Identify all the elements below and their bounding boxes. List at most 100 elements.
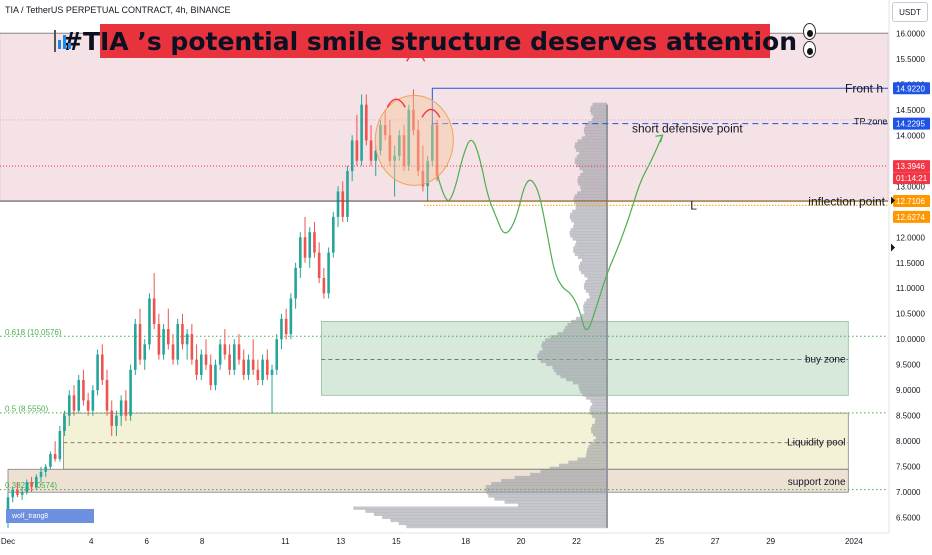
volume-bar <box>563 329 607 333</box>
volume-bar <box>590 108 607 113</box>
candle-body <box>261 359 264 381</box>
volume-bar <box>585 289 607 293</box>
volume-bar <box>575 203 607 207</box>
x-tick-label: 6 <box>144 537 149 546</box>
candle-body <box>303 237 307 258</box>
annotation-front-h: Front h <box>845 81 883 95</box>
candle <box>275 334 279 375</box>
candle <box>322 267 326 299</box>
y-tick-label: 13.0000 <box>896 182 925 191</box>
candle <box>294 262 297 309</box>
volume-bar <box>583 283 607 287</box>
candle-body <box>407 109 411 166</box>
candle <box>30 476 33 493</box>
candle-body <box>115 415 118 426</box>
volume-bar <box>591 111 607 116</box>
candle <box>341 181 345 222</box>
candle-body <box>162 329 165 355</box>
volume-bar <box>570 234 607 238</box>
candle <box>388 119 392 166</box>
y-tick-label: 7.5000 <box>896 463 921 472</box>
volume-bar <box>574 243 607 247</box>
x-tick-label: 18 <box>461 537 470 546</box>
candle-body <box>365 104 368 141</box>
candle <box>261 354 264 386</box>
volume-bar <box>539 350 607 354</box>
volume-bar <box>577 457 607 461</box>
candle-body <box>280 318 283 340</box>
price-tag-label: 14.2295 <box>896 120 925 129</box>
candle <box>313 221 316 258</box>
candle <box>407 104 411 171</box>
candle <box>369 125 373 166</box>
axis-marker <box>891 243 895 252</box>
candle-body <box>11 489 15 498</box>
x-tick-label: 2024 <box>845 537 863 546</box>
candle-body <box>412 109 415 131</box>
symbol-label[interactable]: TIA / TetherUS PERPETUAL CONTRACT, 4h, B… <box>5 5 231 15</box>
candle <box>20 487 24 500</box>
volume-bar <box>578 264 607 269</box>
volume-bar <box>579 166 607 171</box>
candle <box>303 216 307 263</box>
forecast-arrow-head <box>655 134 664 143</box>
volume-bar <box>576 240 607 244</box>
y-tick-label: 6.5000 <box>896 514 921 523</box>
candle-body <box>67 395 71 416</box>
price-tag <box>893 117 930 130</box>
candle-body <box>360 104 363 161</box>
y-tick-label: 10.5000 <box>896 310 925 319</box>
x-tick-label: 25 <box>655 537 664 546</box>
shoulder-arc <box>386 98 406 108</box>
price-tag-label: 12.7106 <box>896 197 925 206</box>
volume-bar <box>578 176 607 180</box>
candle <box>72 385 76 416</box>
volume-bar <box>570 212 607 217</box>
candle <box>327 247 330 299</box>
volume-bar <box>518 503 607 507</box>
volume-bar <box>571 319 607 324</box>
eyes-icon <box>801 23 816 59</box>
volume-bar <box>577 255 607 259</box>
x-tick-label: 11 <box>281 537 290 546</box>
candle-body <box>30 482 33 488</box>
volume-bar <box>541 344 607 348</box>
annotation-buy-zone: buy zone <box>805 355 846 366</box>
annotation-l: L <box>690 199 697 213</box>
volume-bar <box>573 246 607 250</box>
volume-bar <box>353 506 607 510</box>
title-banner: #TIA ’s potential smile structure deserv… <box>54 23 816 59</box>
volume-bar <box>574 160 607 165</box>
volume-bar <box>574 252 607 256</box>
candle-body <box>105 380 109 411</box>
axis-marker <box>891 196 895 205</box>
candle <box>91 385 95 416</box>
volume-bar <box>585 454 607 458</box>
candle-body <box>346 170 349 217</box>
volume-bar <box>571 218 607 223</box>
candle <box>251 339 255 375</box>
candle-body <box>247 359 250 375</box>
candle <box>133 318 137 375</box>
volume-bar <box>576 154 607 159</box>
volume-bar <box>542 341 607 345</box>
candle <box>218 339 222 370</box>
candle <box>426 155 429 202</box>
candle <box>299 232 302 279</box>
y-tick-label: 8.5000 <box>896 412 921 421</box>
price-tag-label: 12.6274 <box>896 213 925 222</box>
volume-bar <box>574 194 607 198</box>
volume-bar <box>580 390 607 394</box>
head-shoulder-circle <box>374 94 454 186</box>
candle-body <box>322 278 326 294</box>
price-tag-label: 13.3946 <box>896 162 925 171</box>
currency-button[interactable]: USDT <box>892 2 928 22</box>
volume-bar <box>546 362 607 367</box>
x-tick-label: 13 <box>336 537 345 546</box>
candle <box>379 119 382 156</box>
candle-body <box>336 191 340 217</box>
candle-body <box>20 492 24 495</box>
volume-bar <box>583 127 607 131</box>
volume-bar <box>568 460 607 464</box>
